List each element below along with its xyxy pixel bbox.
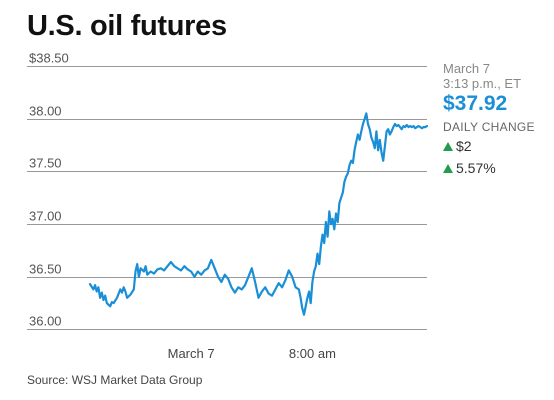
y-tick-label: 38.00 — [29, 104, 62, 119]
y-tick-label: $38.50 — [29, 51, 69, 66]
price-series-line — [88, 112, 429, 316]
change-percent-row: 5.57% — [443, 159, 551, 178]
change-amount: $2 — [456, 138, 472, 154]
y-axis-tick-labels: $38.50 38.00 37.50 37.00 36.50 36.00 — [29, 51, 69, 329]
source-note: Source: WSJ Market Data Group — [27, 373, 203, 387]
y-tick-label: 37.50 — [29, 156, 62, 171]
up-arrow-icon — [443, 142, 453, 151]
up-arrow-icon — [443, 164, 453, 173]
x-axis-tick-labels: March 7 8:00 am — [168, 346, 336, 361]
y-tick-label: 37.00 — [29, 209, 62, 224]
quote-panel: March 7 3:13 p.m., ET $37.92 DAILY CHANG… — [443, 61, 551, 178]
quote-price: $37.92 — [443, 92, 508, 115]
quote-time: 3:13 p.m., ET — [443, 76, 522, 91]
gridlines — [27, 66, 427, 330]
y-tick-label: 36.00 — [29, 314, 62, 329]
y-tick-label: 36.50 — [29, 262, 62, 277]
change-percent: 5.57% — [456, 160, 496, 176]
x-tick-label: March 7 — [168, 346, 215, 361]
x-tick-label: 8:00 am — [289, 346, 336, 361]
chart-title: U.S. oil futures — [27, 10, 227, 42]
daily-change-label: DAILY CHANGE — [443, 120, 535, 134]
change-amount-row: $2 — [443, 137, 551, 156]
quote-date: March 7 — [443, 61, 490, 76]
